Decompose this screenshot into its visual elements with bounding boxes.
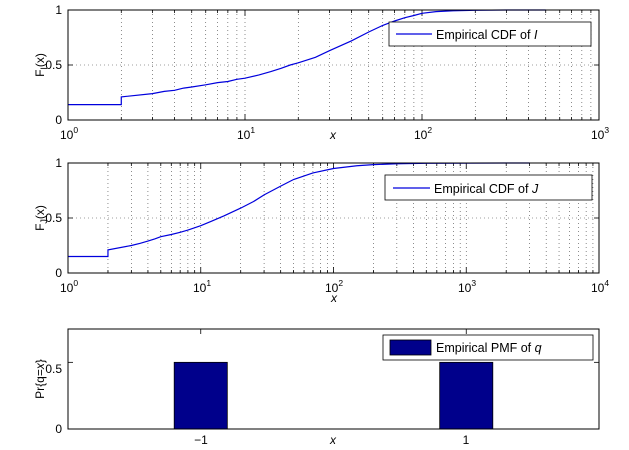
cdf-j-legend: Empirical CDF of J — [384, 174, 593, 201]
pmf-q-panel: 0 0.5 −1 1 x Pr{q=x} Empirical PMF of q — [33, 328, 600, 447]
pmf-q-plot-border — [67, 328, 600, 430]
cdf-j-xtick-label: 100 — [60, 278, 78, 295]
cdf-j-curve — [68, 162, 530, 258]
cdf-j-xtick-label: 103 — [458, 278, 476, 295]
pmf-q-bars — [173, 361, 494, 430]
cdf-j-panel: 0 0.5 1 100 101 102 103 104 x FJ(x) Empi… — [33, 156, 609, 305]
pmf-q-legend-label: Empirical PMF of q — [436, 341, 542, 355]
cdf-j-xtick-label: 101 — [193, 278, 211, 295]
cdf-i-legend: Empirical CDF of I — [388, 21, 592, 47]
cdf-i-xtick-label: 100 — [60, 125, 78, 142]
cdf-j-gridlines — [68, 163, 599, 273]
cdf-i-xtick-label: 102 — [414, 125, 432, 142]
cdf-j-ylabel: FJ(x) — [33, 205, 49, 231]
cdf-i-gridlines — [68, 10, 599, 120]
cdf-j-xtick-label: 102 — [325, 278, 343, 295]
pmf-q-xlabel: x — [329, 433, 337, 447]
pmf-q-ytick-label: 0.5 — [45, 362, 62, 376]
pmf-q-ytick-label: 0 — [55, 422, 62, 436]
cdf-i-ytick-label: 0 — [55, 113, 62, 127]
cdf-i-xlabel: x — [329, 128, 337, 142]
cdf-j-plot-border — [67, 162, 600, 274]
cdf-j-legend-label: Empirical CDF of J — [434, 182, 539, 196]
cdf-i-panel: 0 0.5 1 100 101 102 103 x FI(x) Empirica… — [33, 3, 609, 142]
cdf-i-xtick-label: 101 — [237, 125, 255, 142]
cdf-j-ytick-label: 0.5 — [45, 211, 62, 225]
cdf-j-ytick-label: 0 — [55, 266, 62, 280]
pmf-q-xtick-label: −1 — [194, 433, 208, 447]
cdf-i-ylabel: FI(x) — [33, 53, 49, 77]
cdf-i-ytick-label: 1 — [55, 3, 62, 17]
pmf-q-ylabel: Pr{q=x} — [33, 359, 47, 399]
pmf-q-bar — [173, 361, 228, 430]
pmf-q-legend-swatch — [389, 339, 432, 356]
cdf-i-plot-border — [67, 9, 600, 121]
cdf-i-curve — [68, 9, 546, 106]
pmf-q-xtick-label: 1 — [463, 433, 470, 447]
cdf-j-xtick-label: 104 — [591, 278, 609, 295]
cdf-j-ytick-label: 1 — [55, 156, 62, 170]
cdf-j-xlabel: x — [330, 291, 338, 305]
cdf-i-ytick-label: 0.5 — [45, 58, 62, 72]
pmf-q-legend: Empirical PMF of q — [382, 334, 594, 361]
cdf-i-xtick-label: 103 — [591, 125, 609, 142]
cdf-i-legend-label: Empirical CDF of I — [436, 28, 538, 42]
pmf-q-bar — [439, 361, 494, 430]
